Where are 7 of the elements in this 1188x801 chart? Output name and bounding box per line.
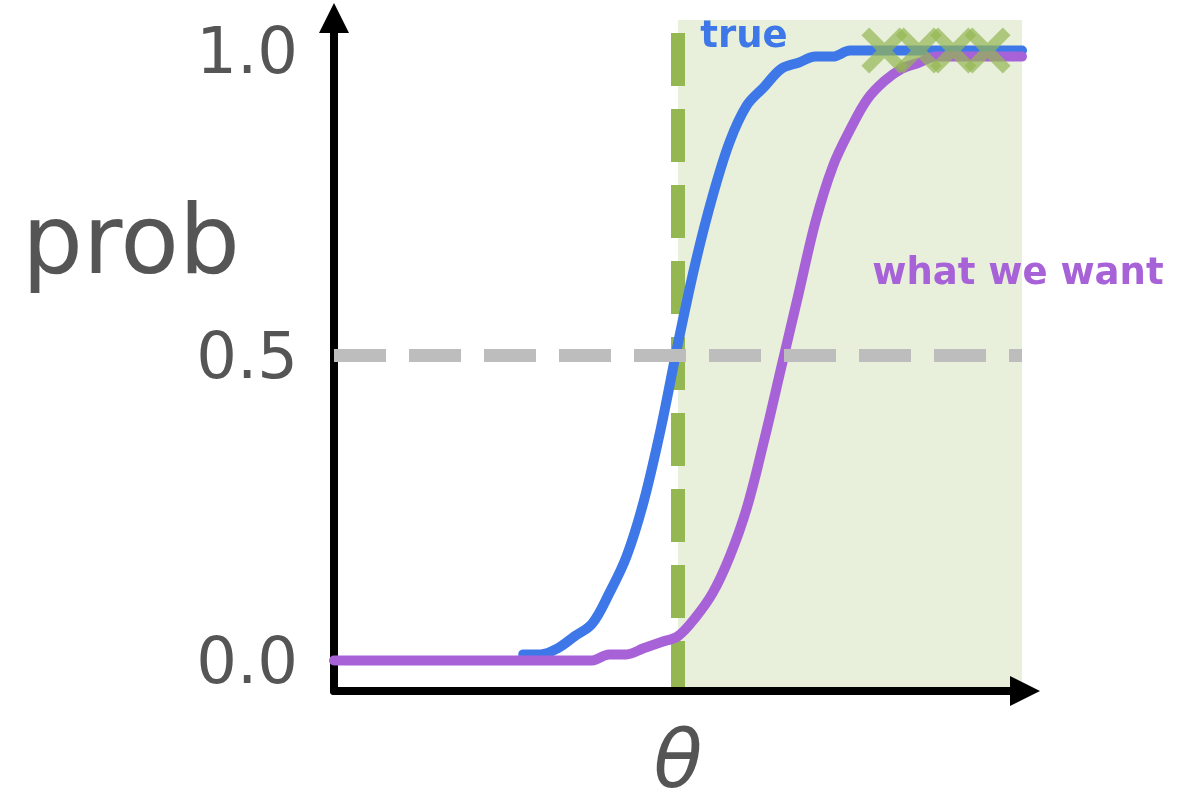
- y-tick-label: 1.0: [196, 13, 298, 88]
- series-label: what we want: [872, 249, 1164, 293]
- y-axis-title: prob: [22, 184, 240, 296]
- y-tick-label: 0.0: [196, 623, 298, 698]
- x-axis-title: θ: [653, 712, 703, 801]
- y-tick-label: 0.5: [196, 318, 298, 393]
- series-label: true: [700, 13, 788, 57]
